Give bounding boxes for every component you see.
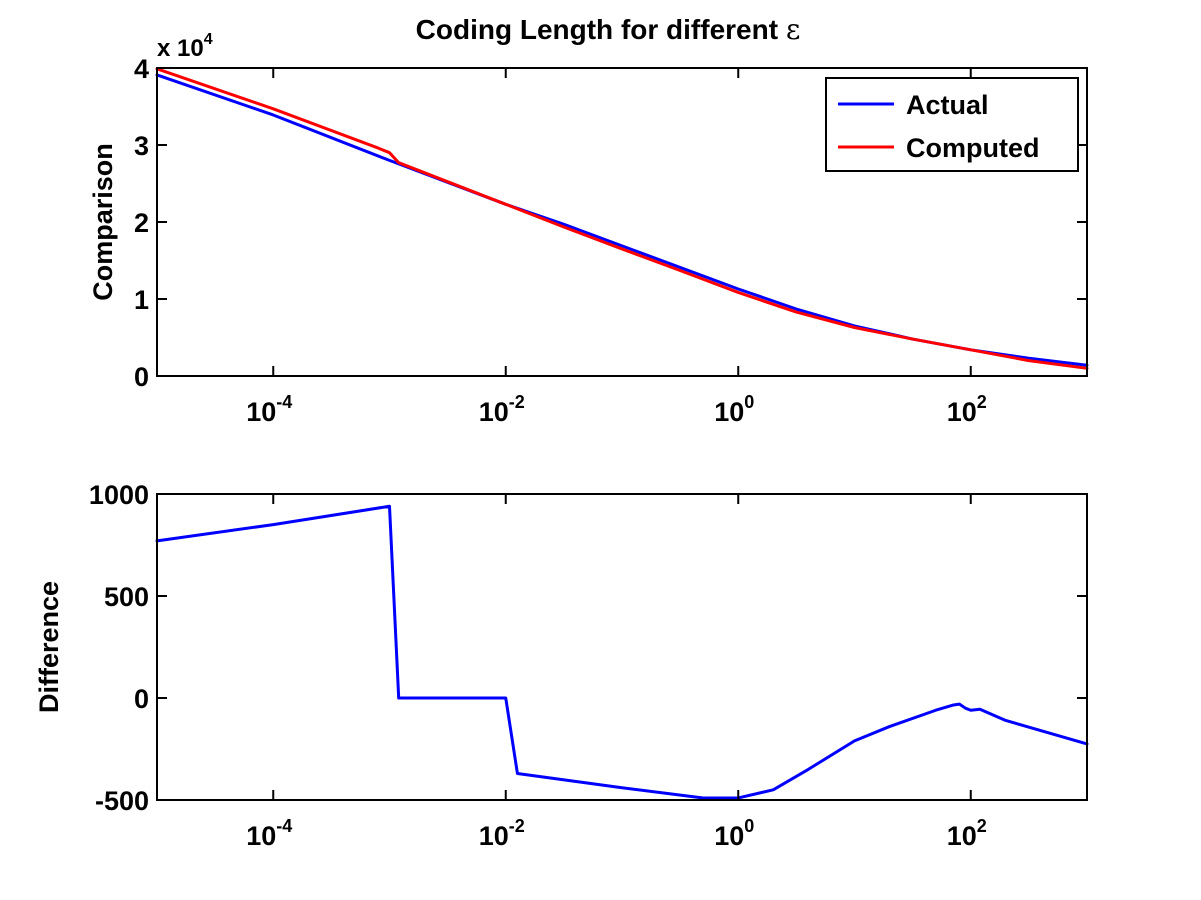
chart-title: Coding Length for different ε bbox=[416, 13, 801, 46]
comparison-y-multiplier: x 104 bbox=[157, 31, 213, 62]
difference-x-tick-label: 10-2 bbox=[479, 816, 525, 851]
legend-label-computed: Computed bbox=[906, 133, 1039, 163]
comparison-series-layer bbox=[155, 67, 1089, 370]
comparison-y-label: Comparison bbox=[88, 143, 118, 301]
difference-y-label: Difference bbox=[34, 581, 64, 713]
difference-x-tick-label: 102 bbox=[947, 816, 987, 851]
comparison-series-line-computed bbox=[155, 67, 1089, 370]
difference-y-tick-label: 0 bbox=[134, 684, 149, 714]
difference-y-tick-label: -500 bbox=[95, 786, 149, 816]
legend-label-actual: Actual bbox=[906, 90, 989, 120]
epsilon-symbol: ε bbox=[786, 13, 801, 46]
comparison-y-tick-label: 4 bbox=[134, 54, 149, 84]
legend-box bbox=[825, 77, 1079, 172]
comparison-x-tick-label: 102 bbox=[947, 392, 987, 427]
comparison-y-tick-label: 0 bbox=[134, 362, 149, 392]
difference-y-tick-label: 1000 bbox=[89, 480, 149, 510]
comparison-axes: 10-4 10-2 100 102 0 1 2 3 4 x 104 Comparison Act… bbox=[88, 31, 1089, 427]
comparison-y-tick-label: 3 bbox=[134, 131, 149, 161]
difference-y-tick-label: 500 bbox=[104, 582, 149, 612]
comparison-y-tick-label: 1 bbox=[134, 285, 149, 315]
difference-series-layer bbox=[155, 504, 1089, 800]
comparison-x-tick-label: 10-4 bbox=[246, 392, 292, 427]
difference-series-line-0 bbox=[155, 504, 1089, 800]
difference-x-tick-label: 10-4 bbox=[246, 816, 292, 851]
comparison-x-tick-label: 100 bbox=[714, 392, 754, 427]
difference-ticks: 10-4 10-2 100 102 -500 0 500 1000 bbox=[89, 480, 1087, 851]
difference-axes: 10-4 10-2 100 102 -500 0 500 1000 Difference bbox=[34, 480, 1089, 851]
comparison-ticks: 10-4 10-2 100 102 0 1 2 3 4 bbox=[134, 54, 1087, 427]
comparison-y-tick-label: 2 bbox=[134, 208, 149, 238]
legend: Actual Computed bbox=[825, 77, 1079, 172]
comparison-x-tick-label: 10-2 bbox=[479, 392, 525, 427]
difference-x-tick-label: 100 bbox=[714, 816, 754, 851]
difference-axes-frame bbox=[156, 493, 1088, 801]
